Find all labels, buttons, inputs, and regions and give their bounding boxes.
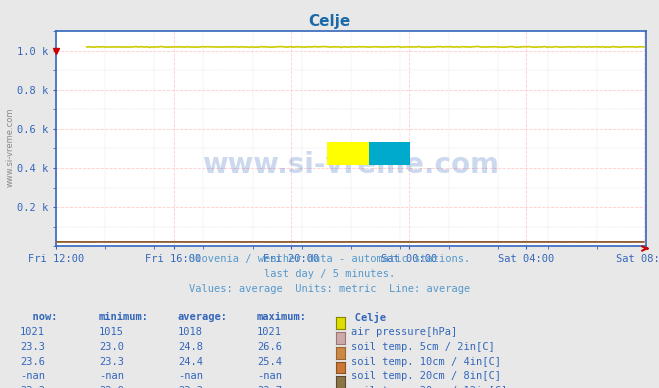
Text: Values: average  Units: metric  Line: average: Values: average Units: metric Line: aver… <box>189 284 470 294</box>
Text: 24.4: 24.4 <box>178 357 203 367</box>
Text: 26.6: 26.6 <box>257 342 282 352</box>
Text: soil temp. 10cm / 4in[C]: soil temp. 10cm / 4in[C] <box>351 357 501 367</box>
Text: maximum:: maximum: <box>257 312 307 322</box>
Text: Celje: Celje <box>336 312 386 323</box>
Text: air pressure[hPa]: air pressure[hPa] <box>351 327 457 337</box>
Text: 23.3: 23.3 <box>178 386 203 388</box>
Text: 23.0: 23.0 <box>99 342 124 352</box>
Text: soil temp. 20cm / 8in[C]: soil temp. 20cm / 8in[C] <box>351 371 501 381</box>
Text: now:: now: <box>20 312 57 322</box>
Text: 23.3: 23.3 <box>99 357 124 367</box>
Bar <box>368 142 410 165</box>
Text: Celje: Celje <box>308 14 351 29</box>
Text: 23.3: 23.3 <box>20 386 45 388</box>
Text: www.si-vreme.com: www.si-vreme.com <box>5 108 14 187</box>
Text: 22.9: 22.9 <box>99 386 124 388</box>
Text: 23.6: 23.6 <box>20 357 45 367</box>
Text: 23.3: 23.3 <box>20 342 45 352</box>
Text: last day / 5 minutes.: last day / 5 minutes. <box>264 269 395 279</box>
Text: 1021: 1021 <box>20 327 45 337</box>
Text: -nan: -nan <box>257 371 282 381</box>
Text: -nan: -nan <box>20 371 45 381</box>
Text: average:: average: <box>178 312 228 322</box>
Text: 25.4: 25.4 <box>257 357 282 367</box>
Text: 1021: 1021 <box>257 327 282 337</box>
Text: 1015: 1015 <box>99 327 124 337</box>
Text: www.si-vreme.com: www.si-vreme.com <box>202 151 500 178</box>
Text: 24.8: 24.8 <box>178 342 203 352</box>
Text: -nan: -nan <box>99 371 124 381</box>
Text: Slovenia / weather data - automatic stations.: Slovenia / weather data - automatic stat… <box>189 254 470 264</box>
Text: soil temp. 30cm / 12in[C]: soil temp. 30cm / 12in[C] <box>351 386 507 388</box>
Text: 1018: 1018 <box>178 327 203 337</box>
Text: soil temp. 5cm / 2in[C]: soil temp. 5cm / 2in[C] <box>351 342 494 352</box>
Bar <box>328 142 368 165</box>
Text: -nan: -nan <box>178 371 203 381</box>
Text: minimum:: minimum: <box>99 312 149 322</box>
Text: 23.7: 23.7 <box>257 386 282 388</box>
